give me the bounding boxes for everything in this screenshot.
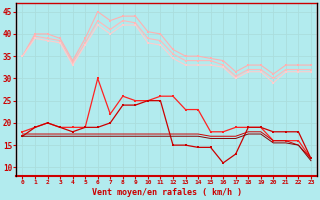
X-axis label: Vent moyen/en rafales ( km/h ): Vent moyen/en rafales ( km/h ) — [92, 188, 242, 197]
